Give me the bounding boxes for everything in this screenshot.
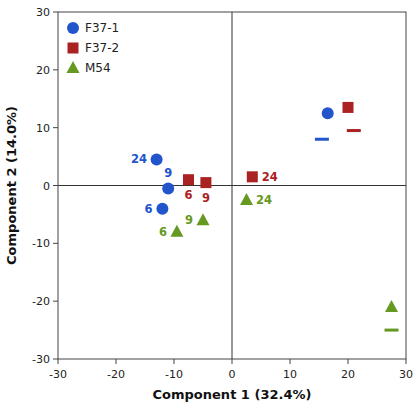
point-label: 24 — [256, 193, 272, 207]
point-label: 6 — [144, 202, 152, 216]
point-label: 9 — [202, 191, 210, 205]
y-tick — [53, 69, 58, 70]
x-tick-label: -10 — [165, 368, 183, 381]
point-dash — [347, 129, 361, 132]
x-tick — [406, 359, 407, 364]
point-triangle — [197, 213, 210, 225]
legend-swatch — [67, 22, 79, 34]
y-tick — [53, 185, 58, 186]
y-tick — [53, 127, 58, 128]
point-circle — [151, 153, 163, 165]
y-tick-label: 0 — [43, 180, 50, 193]
point-triangle — [170, 225, 183, 237]
point-label: 24 — [131, 152, 147, 166]
legend-swatch — [67, 61, 80, 73]
legend: F37-1 F37-2 M54 — [67, 21, 120, 75]
x-tick-label: -20 — [107, 368, 125, 381]
y-tick-label: 30 — [36, 6, 50, 19]
x-tick — [58, 359, 59, 364]
x-tick-label: -30 — [49, 368, 67, 381]
y-tick-label: -20 — [32, 295, 50, 308]
y-tick-label: 20 — [36, 64, 50, 77]
point-square — [343, 102, 354, 113]
y-tick-label: -10 — [32, 237, 50, 250]
x-tick-label: 10 — [283, 368, 297, 381]
y-tick-label: -30 — [32, 353, 50, 366]
y-tick — [53, 243, 58, 244]
y-tick-label: 10 — [36, 122, 50, 135]
point-label: 24 — [262, 170, 278, 184]
point-dash — [385, 329, 399, 332]
legend-label: F37-2 — [85, 41, 119, 55]
x-tick — [174, 359, 175, 364]
point-label: 9 — [185, 213, 193, 227]
x-tick — [290, 359, 291, 364]
x-tick — [116, 359, 117, 364]
y-tick — [53, 359, 58, 360]
point-dash — [315, 138, 329, 141]
point-square — [200, 177, 211, 188]
x-tick — [232, 359, 233, 364]
zero-line-y — [58, 185, 406, 186]
point-circle — [156, 203, 168, 215]
x-tick-label: 0 — [229, 368, 236, 381]
point-circle — [322, 107, 334, 119]
legend-swatch — [68, 43, 79, 54]
point-label: 6 — [159, 225, 167, 239]
y-axis-label: Component 2 (14.0%) — [4, 106, 19, 265]
chart: -30 -20 -10 0 10 20 30 -30 -20 -10 0 10 20 30 Componen… — [0, 0, 420, 409]
y-tick — [53, 12, 58, 13]
legend-label: F37-1 — [85, 21, 119, 35]
point-label: 6 — [184, 188, 192, 202]
page: {"chart_data": {"type": "scatter", "xlab… — [0, 0, 420, 409]
x-tick-label: 30 — [399, 368, 413, 381]
chart-container: -30 -20 -10 0 10 20 30 -30 -20 -10 0 10 20 30 Componen… — [0, 0, 420, 409]
point-square — [247, 171, 258, 182]
legend-label: M54 — [85, 61, 111, 75]
point-triangle — [240, 193, 253, 205]
marks — [151, 102, 399, 330]
point-label: 9 — [164, 166, 172, 180]
x-tick — [348, 359, 349, 364]
point-circle — [162, 182, 174, 194]
plot-frame — [58, 12, 406, 359]
y-tick — [53, 301, 58, 302]
x-axis-label: Component 1 (32.4%) — [153, 387, 312, 402]
point-square — [183, 174, 194, 185]
point-triangle — [385, 300, 398, 312]
x-tick-label: 20 — [341, 368, 355, 381]
